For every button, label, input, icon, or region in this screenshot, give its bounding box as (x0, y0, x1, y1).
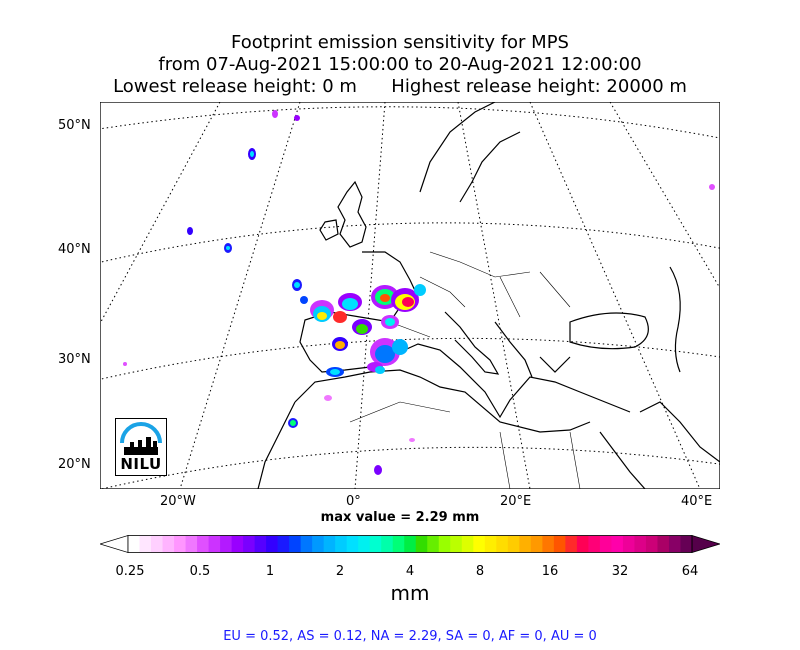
colorbar-segment (174, 535, 186, 553)
colorbar-segment (381, 535, 394, 553)
colorbar-segment (415, 535, 428, 553)
colorbar-segment (404, 535, 417, 553)
colorbar-segment (634, 535, 647, 553)
colorbar-min-extend (100, 535, 129, 553)
colorbar-segment (289, 535, 302, 553)
colorbar-segment (243, 535, 256, 553)
colorbar-segment (496, 535, 509, 553)
colorbar-segment (392, 535, 405, 553)
lon-label-20w: 20°W (160, 494, 196, 509)
colorbar-segment (358, 535, 371, 553)
colorbar-segment (266, 535, 279, 553)
lon-label-0: 0° (346, 494, 361, 509)
colorbar-segment (599, 535, 612, 553)
colorbar-segment (277, 535, 290, 553)
lat-label-20n: 20°N (58, 457, 91, 472)
colorbar-segment (611, 535, 624, 553)
colorbar-segment (438, 535, 451, 553)
lat-label-50n: 50°N (58, 118, 91, 133)
colorbar-segment (335, 535, 348, 553)
colorbar-segment (185, 535, 198, 553)
colorbar-segment (507, 535, 520, 553)
colorbar (100, 535, 720, 553)
colorbar-tick-label: 0.5 (189, 564, 211, 579)
colorbar-tick-label: 64 (681, 564, 699, 579)
colorbar-segment (300, 535, 313, 553)
lat-label-40n: 40°N (58, 242, 91, 257)
colorbar-segment (565, 535, 578, 553)
colorbar-max-extend (691, 535, 720, 553)
colorbar-tick-label: 8 (475, 564, 485, 579)
colorbar-segment (553, 535, 566, 553)
colorbar-segment (220, 535, 232, 553)
colorbar-segment (128, 535, 140, 553)
nilu-logo-text: NILU (120, 455, 162, 473)
sensitivity-field (123, 110, 715, 475)
colorbar-segment (312, 535, 325, 553)
colorbar-segment (519, 535, 532, 553)
colorbar-unit-label: mm (390, 581, 430, 605)
title-line-3: Lowest release height: 0 m Highest relea… (113, 76, 687, 97)
colorbar-segment (461, 535, 474, 553)
colorbar-segment (323, 535, 336, 553)
colorbar-tick-label: 1 (265, 564, 275, 579)
colorbar-segment (657, 535, 670, 553)
colorbar-segment (530, 535, 543, 553)
colorbar-tick-label: 2 (335, 564, 345, 579)
colorbar-tick-label: 4 (405, 564, 415, 579)
nilu-logo: NILU (115, 418, 167, 476)
colorbar-segment (151, 535, 163, 553)
colorbar-segment (484, 535, 497, 553)
colorbar-segment (588, 535, 601, 553)
colorbar-segment (139, 535, 152, 553)
coastlines (257, 102, 720, 489)
colorbar-segment (346, 535, 359, 553)
colorbar-segment (576, 535, 589, 553)
colorbar-segment (427, 535, 440, 553)
lon-label-40e: 40°E (681, 494, 713, 509)
colorbar-segment (208, 535, 221, 553)
colorbar-outline (127, 535, 693, 553)
graticule (100, 102, 720, 489)
title-line-2: from 07-Aug-2021 15:00:00 to 20-Aug-2021… (158, 54, 642, 75)
colorbar-segment (162, 535, 175, 553)
title-line-1: Footprint emission sensitivity for MPS (231, 32, 569, 53)
colorbar-segment (668, 535, 681, 553)
colorbar-tick-label: 0.25 (115, 564, 145, 579)
lat-label-30n: 30°N (58, 352, 91, 367)
colorbar-segment (450, 535, 463, 553)
colorbar-segment (254, 535, 267, 553)
colorbar-segment (645, 535, 658, 553)
colorbar-tick-label: 16 (541, 564, 559, 579)
colorbar-segment (197, 535, 209, 553)
colorbar-segment (542, 535, 555, 553)
map-panel (100, 102, 720, 489)
colorbar-segment (473, 535, 486, 553)
colorbar-segment (231, 535, 244, 553)
max-value-label: max value = 2.29 mm (320, 510, 480, 525)
colorbar-segment (622, 535, 635, 553)
region-stats: EU = 0.52, AS = 0.12, NA = 2.29, SA = 0,… (223, 629, 597, 644)
colorbar-tick-label: 32 (611, 564, 629, 579)
lon-label-20e: 20°E (500, 494, 532, 509)
colorbar-segment (680, 535, 693, 553)
nilu-logo-icon (120, 422, 162, 455)
colorbar-segment (369, 535, 382, 553)
